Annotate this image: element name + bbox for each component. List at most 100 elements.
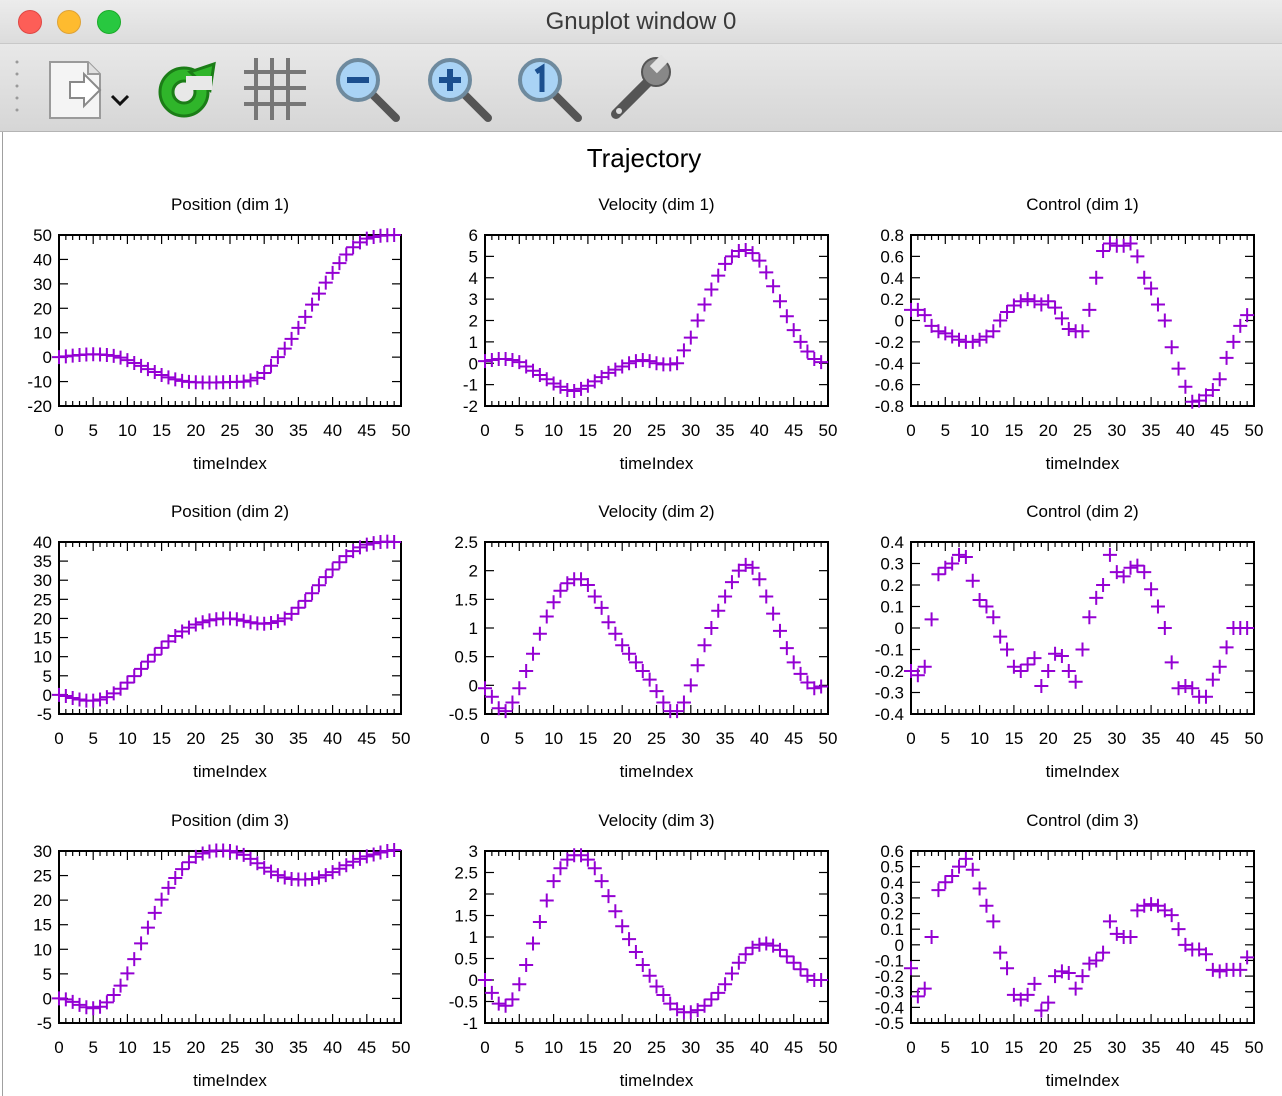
axes-frame (484, 850, 829, 1024)
grid-icon (244, 58, 306, 120)
data-point (1116, 238, 1131, 253)
data-point (1102, 236, 1117, 251)
subplot-title: Position (dim 2) (171, 502, 289, 521)
y-tick-label: 0.5 (454, 950, 478, 969)
y-tick-label: 0.5 (454, 648, 478, 667)
data-point (526, 936, 541, 951)
subplot-3: Control (dim 1) 0 5 10 15 20 25 30 35 40 45 50 -0.8 -… (875, 195, 1264, 473)
data-point (608, 904, 623, 919)
minimize-window-button[interactable] (57, 10, 81, 34)
data-point (519, 957, 534, 972)
x-tick-label: 5 (88, 729, 97, 748)
zoom-reset-button[interactable] (514, 52, 586, 124)
data-point (745, 940, 760, 955)
data-point (52, 687, 66, 702)
y-tick-label: 20 (33, 299, 52, 318)
axes-frame (910, 850, 1255, 1024)
data-point (683, 330, 698, 345)
zoom-out-button[interactable] (332, 52, 404, 124)
data-point (676, 695, 691, 710)
y-tick-label: -0.5 (449, 993, 478, 1012)
replot-button[interactable] (150, 52, 222, 124)
data-point (311, 286, 326, 301)
x-tick-label: 25 (221, 729, 240, 748)
subplot-title: Velocity (dim 2) (598, 502, 714, 521)
x-tick-label: 35 (289, 1038, 308, 1057)
grid-toggle-button[interactable] (240, 52, 312, 124)
data-point (1027, 294, 1042, 309)
data-point (188, 849, 203, 864)
title-bar[interactable]: Gnuplot window 0 (0, 0, 1282, 44)
export-button[interactable] (44, 52, 136, 124)
data-point (931, 324, 946, 339)
x-tick-label: 15 (1004, 1038, 1023, 1057)
x-tick-label: 30 (1107, 421, 1126, 440)
data-point (1150, 297, 1165, 312)
data-point (1102, 547, 1117, 562)
data-point (779, 949, 794, 964)
data-point (318, 275, 333, 290)
y-tick-label: 5 (43, 667, 52, 686)
x-tick-label: 5 (515, 421, 524, 440)
data-point (807, 351, 822, 366)
close-window-button[interactable] (18, 10, 42, 34)
maximize-window-button[interactable] (97, 10, 121, 34)
data-point (202, 613, 217, 628)
subplot-title: Velocity (dim 3) (598, 811, 714, 830)
x-tick-label: 10 (118, 1038, 137, 1057)
export-icon (49, 61, 130, 119)
zoom-in-button[interactable] (424, 52, 496, 124)
data-point (127, 669, 142, 684)
data-point (491, 701, 506, 716)
data-point (1000, 961, 1015, 976)
data-point (264, 616, 279, 631)
data-point (772, 623, 787, 638)
y-tick-label: 40 (33, 250, 52, 269)
settings-wrench-icon (611, 54, 671, 119)
data-point (772, 942, 787, 957)
data-point (574, 572, 589, 587)
data-point (945, 329, 960, 344)
data-point (711, 985, 726, 1000)
y-tick-label: 10 (33, 940, 52, 959)
data-point (553, 379, 568, 394)
data-point (120, 675, 135, 690)
data-point (786, 655, 801, 670)
data-point (332, 555, 347, 570)
settings-button[interactable] (604, 52, 676, 124)
data-point (779, 641, 794, 656)
y-tick-label: -0.4 (875, 998, 904, 1017)
x-tick-label: 25 (221, 1038, 240, 1057)
y-tick-label: 0.6 (880, 842, 904, 861)
y-tick-label: -0.3 (875, 684, 904, 703)
data-point (786, 323, 801, 338)
x-tick-label: 20 (1039, 421, 1058, 440)
toolbar-grip[interactable] (14, 58, 20, 118)
data-point (986, 914, 1001, 929)
y-tick-label: -0.1 (875, 951, 904, 970)
data-point (910, 668, 925, 683)
data-point (1116, 569, 1131, 584)
data-point (1157, 621, 1172, 635)
data-point (291, 320, 306, 335)
data-point (243, 615, 258, 630)
x-tick-label: 25 (221, 421, 240, 440)
data-point (759, 265, 774, 280)
data-point (1144, 897, 1159, 912)
y-tick-label: -0.4 (875, 354, 904, 373)
data-point (1171, 922, 1186, 937)
x-tick-label: 0 (906, 729, 915, 748)
data-point (277, 870, 292, 885)
x-tick-label: 50 (819, 1038, 838, 1057)
data-point (1041, 995, 1056, 1010)
data-point (359, 537, 374, 552)
y-tick-label: 6 (469, 226, 478, 245)
plot-area[interactable]: Trajectory Position (dim 1) 0 5 10 15 20 25 30 3… (2, 132, 1282, 1096)
data-point (649, 979, 664, 994)
data-point (1034, 297, 1049, 312)
data-point (704, 282, 719, 297)
x-tick-label: 30 (255, 421, 274, 440)
data-point (1164, 655, 1179, 670)
data-point (615, 638, 630, 653)
y-tick-label: 2 (469, 562, 478, 581)
